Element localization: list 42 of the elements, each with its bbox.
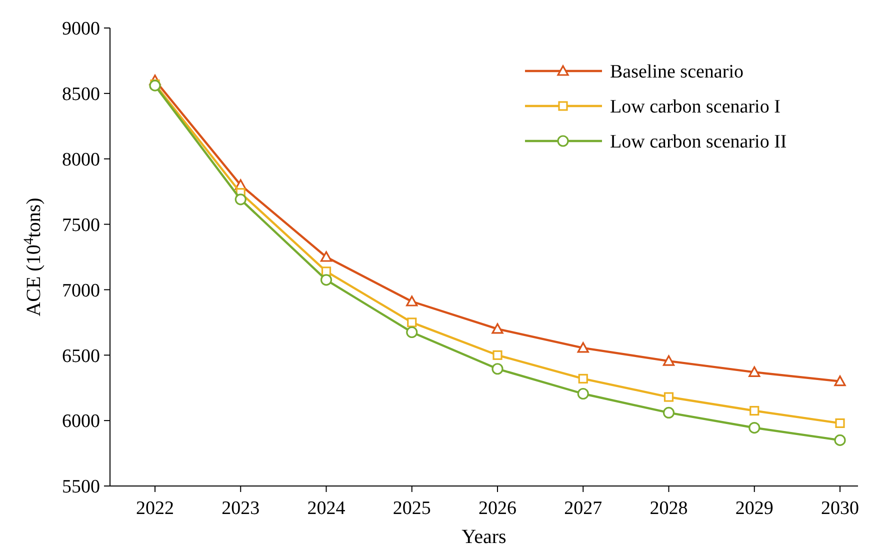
y-tick-label: 7000: [62, 280, 100, 302]
point: [662, 406, 675, 419]
y-tick-label: 9000: [62, 18, 100, 40]
point: [406, 296, 418, 306]
y-tick-label: 5500: [62, 476, 100, 498]
y-tick-label: 6000: [62, 411, 100, 432]
x-tick-label: 2025: [392, 498, 431, 519]
y-tick-label: 6500: [62, 346, 100, 367]
x-axis-title: Years: [462, 526, 507, 548]
point: [748, 366, 760, 377]
legend-label: Baseline scenario: [610, 62, 744, 83]
legend-label: Low carbon scenario II: [610, 132, 787, 153]
x-tick-label: 2022: [136, 498, 174, 519]
point: [664, 392, 674, 402]
point: [577, 388, 589, 400]
x-tick-label: 2023: [222, 498, 260, 519]
x-tick-label: 2029: [735, 498, 774, 519]
legend-label: Low carbon scenario I: [610, 96, 780, 118]
point: [492, 363, 504, 375]
point: [320, 274, 332, 286]
x-tick-label: 2024: [307, 498, 346, 519]
point: [407, 318, 417, 328]
y-tick-label: 7500: [62, 214, 100, 236]
point: [748, 422, 760, 434]
point: [750, 406, 760, 416]
point: [320, 251, 332, 262]
point: [662, 355, 675, 366]
point: [492, 323, 504, 334]
x-tick-label: 2027: [564, 498, 602, 519]
x-tick-label: 2028: [650, 498, 688, 519]
point: [577, 342, 589, 353]
point: [835, 418, 845, 428]
point: [834, 376, 846, 386]
point: [834, 434, 846, 446]
y-tick-label: 8000: [62, 150, 100, 171]
point: [578, 374, 588, 384]
x-tick-label: 2030: [821, 498, 859, 519]
point: [492, 350, 502, 360]
point: [406, 326, 418, 338]
point: [234, 194, 246, 206]
x-tick-label: 2026: [478, 498, 516, 519]
y-tick-label: 8500: [62, 84, 100, 106]
